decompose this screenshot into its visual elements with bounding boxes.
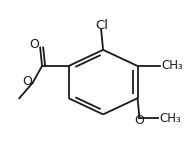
Text: CH₃: CH₃ [159,112,181,125]
Text: O: O [135,114,145,127]
Text: Cl: Cl [96,19,108,32]
Text: O: O [30,38,40,51]
Text: O: O [22,75,32,88]
Text: CH₃: CH₃ [161,59,183,72]
